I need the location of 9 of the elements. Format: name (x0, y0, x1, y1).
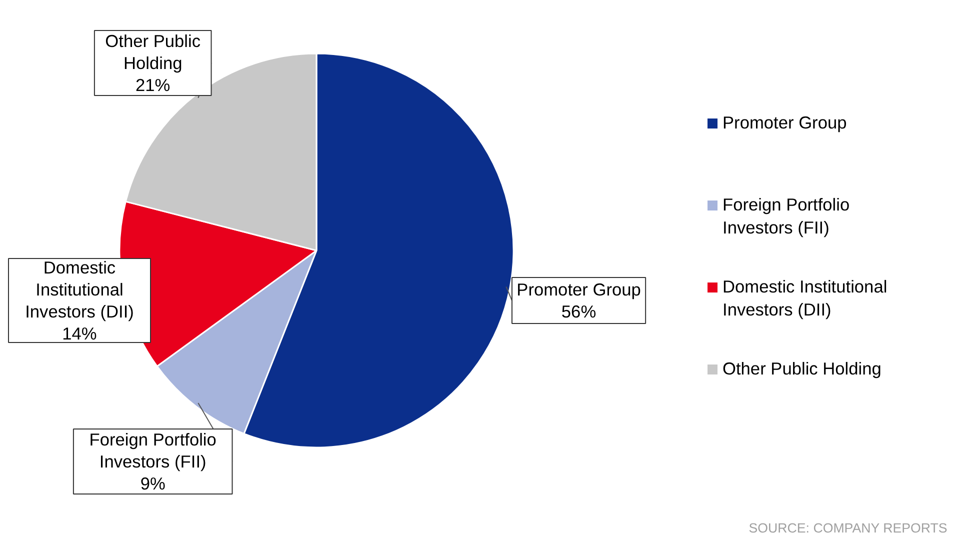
legend-label: Other Public Holding (722, 358, 882, 378)
data-label: Other Public Holding 21% (105, 31, 201, 95)
legend-label: Domestic Institutional Investors (DII) (722, 276, 888, 320)
legend-label: Promoter Group (722, 112, 847, 132)
data-label: Foreign Portfolio Investors (FII) 9% (89, 429, 216, 494)
source-note: SOURCE: COMPANY REPORTS (748, 520, 948, 536)
data-label: Promoter Group 56% (516, 280, 641, 322)
data-label: Domestic Institutional Investors (DII) 14% (25, 258, 134, 344)
legend-label: Foreign Portfolio Investors (FII) (722, 194, 850, 238)
